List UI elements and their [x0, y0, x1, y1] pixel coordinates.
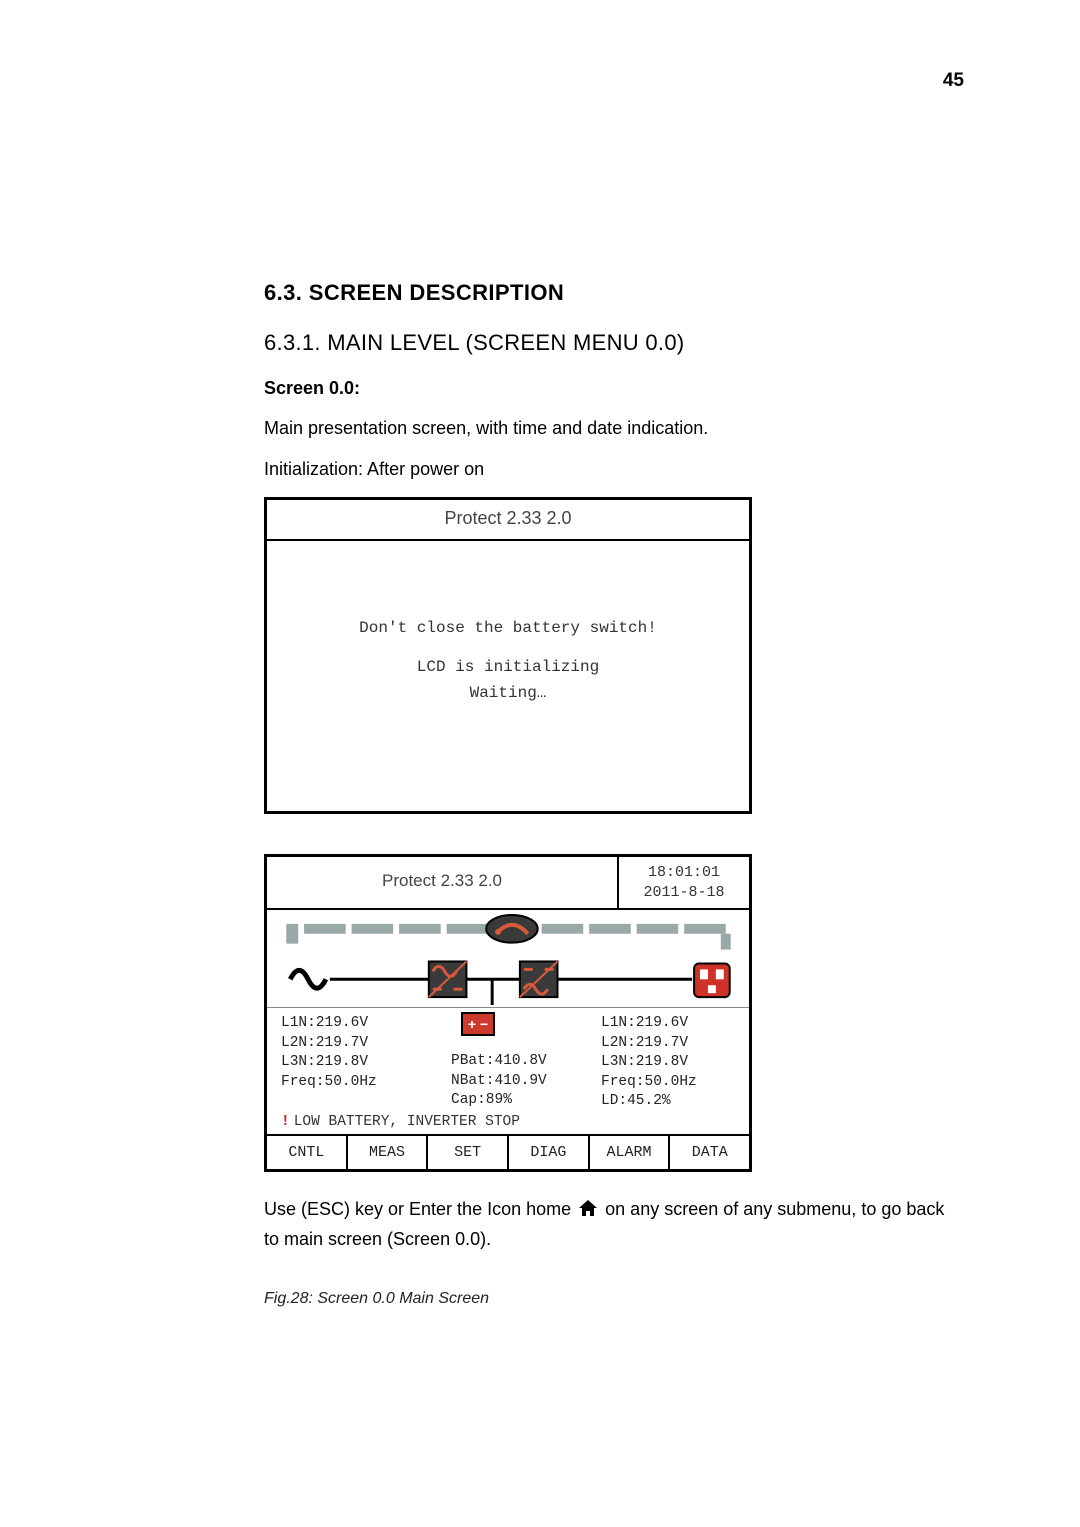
figure-caption: Fig.28: Screen 0.0 Main Screen	[264, 1290, 964, 1308]
section-heading: 6.3. SCREEN DESCRIPTION	[264, 280, 964, 306]
after-part1: Use (ESC) key or Enter the Icon home	[264, 1199, 576, 1219]
menu-cntl[interactable]: CNTL	[267, 1136, 348, 1169]
menu-meas[interactable]: MEAS	[348, 1136, 429, 1169]
mid-pbat: PBat:410.8V	[451, 1053, 547, 1069]
menu-alarm[interactable]: ALARM	[590, 1136, 671, 1169]
mid-cap: Cap:89%	[451, 1092, 512, 1108]
right-ld: LD:45.2%	[601, 1093, 671, 1109]
right-l2n: L2N:219.7V	[601, 1035, 688, 1051]
right-freq: Freq:50.0Hz	[601, 1074, 697, 1090]
lcd1-title: Protect 2.33 2.0	[267, 500, 749, 541]
alarm-exclaim-icon: !	[281, 1114, 290, 1130]
lcd2-title: Protect 2.33 2.0	[267, 857, 619, 908]
left-l1n: L1N:219.6V	[281, 1015, 368, 1031]
readings-left: L1N:219.6V L2N:219.7V L3N:219.8V Freq:50…	[281, 1014, 451, 1112]
lcd2-date: 2011-8-18	[619, 883, 749, 903]
lcd2-time: 18:01:01	[619, 863, 749, 883]
screen-label: Screen 0.0:	[264, 378, 964, 399]
right-l3n: L3N:219.8V	[601, 1054, 688, 1070]
intro-line-2: Initialization: After power on	[264, 456, 964, 483]
left-freq: Freq:50.0Hz	[281, 1074, 377, 1090]
lcd2-menu: CNTL MEAS SET DIAG ALARM DATA	[267, 1136, 749, 1169]
menu-diag[interactable]: DIAG	[509, 1136, 590, 1169]
lcd2-readings: + − L1N:219.6V L2N:219.7V L3N:219.8V Fre…	[267, 1008, 749, 1114]
home-icon	[578, 1198, 598, 1226]
menu-data[interactable]: DATA	[670, 1136, 749, 1169]
mid-nbat: NBat:410.9V	[451, 1073, 547, 1089]
after-text: Use (ESC) key or Enter the Icon home on …	[264, 1196, 964, 1254]
mimic-svg	[267, 910, 749, 1007]
left-l3n: L3N:219.8V	[281, 1054, 368, 1070]
lcd1-body: Don't close the battery switch! LCD is i…	[267, 541, 749, 811]
battery-icon: + −	[461, 1012, 495, 1036]
lcd2-status: !LOW BATTERY, INVERTER STOP	[267, 1114, 749, 1136]
lcd1-msg2: LCD is initializing	[417, 655, 599, 681]
status-text: LOW BATTERY, INVERTER STOP	[294, 1114, 520, 1130]
right-l1n: L1N:219.6V	[601, 1015, 688, 1031]
lcd1-msg3: Waiting…	[417, 681, 599, 707]
lcd1-msg1: Don't close the battery switch!	[359, 616, 657, 642]
page-number: 45	[943, 70, 964, 92]
subsection-heading: 6.3.1. MAIN LEVEL (SCREEN MENU 0.0)	[264, 330, 964, 356]
lcd-init-screen: Protect 2.33 2.0 Don't close the battery…	[264, 497, 752, 814]
menu-set[interactable]: SET	[428, 1136, 509, 1169]
readings-right: L1N:219.6V L2N:219.7V L3N:219.8V Freq:50…	[601, 1014, 739, 1112]
lcd2-datetime: 18:01:01 2011-8-18	[619, 857, 749, 908]
left-l2n: L2N:219.7V	[281, 1035, 368, 1051]
intro-line-1: Main presentation screen, with time and …	[264, 415, 964, 442]
lcd-main-screen: Protect 2.33 2.0 18:01:01 2011-8-18	[264, 854, 752, 1172]
lcd2-mimic-diagram	[267, 910, 749, 1008]
